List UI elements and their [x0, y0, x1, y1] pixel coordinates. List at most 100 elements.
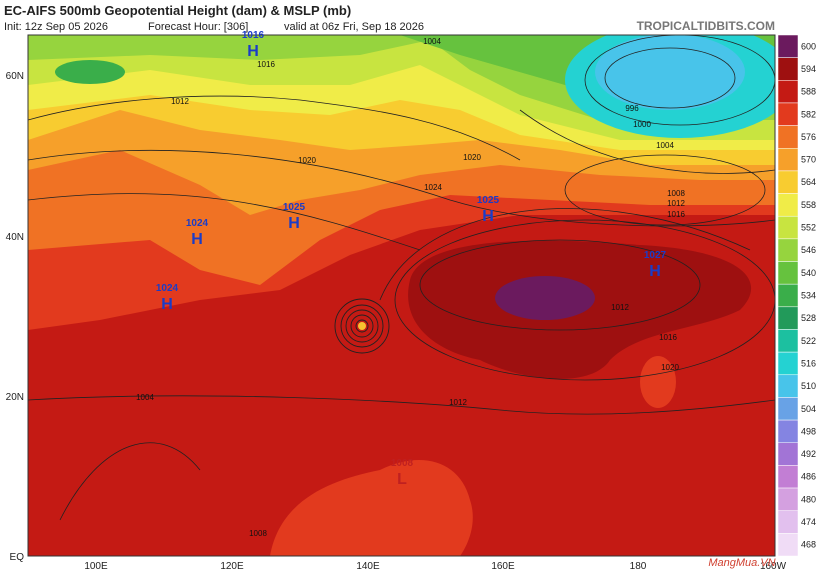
isobar-label: 1004: [423, 37, 441, 46]
colorbar-label: 540: [801, 268, 816, 278]
colorbar-cell: [777, 465, 799, 489]
lon-label: 180: [630, 561, 647, 572]
isobar: [28, 149, 775, 227]
orange-patch: [640, 356, 676, 408]
colorbar-label: 468: [801, 540, 816, 550]
typhoon-eye: [358, 322, 366, 330]
center-symbol: H: [649, 263, 661, 280]
center-value: 1025: [477, 195, 500, 206]
isobar-label: 1004: [136, 393, 154, 402]
colorbar-cell: [777, 351, 799, 376]
isobar: [419, 239, 701, 331]
isobar-label: 1016: [667, 210, 685, 219]
isobar: [584, 35, 775, 126]
colorbar-label: 564: [801, 177, 816, 187]
center-value: 1024: [186, 218, 209, 229]
colorbar-cell: [777, 397, 799, 421]
isobar: [59, 442, 201, 521]
center-value: 1025: [283, 202, 306, 213]
colorbar-label: 498: [801, 426, 816, 436]
colorbar-cell: [777, 442, 799, 466]
colorbar-label: 486: [801, 472, 816, 482]
isobar-label: 1012: [611, 303, 629, 312]
lat-label: 40N: [6, 232, 24, 243]
colorbar-label: 582: [801, 109, 816, 119]
lon-label: 160E: [491, 561, 515, 572]
isobar-label: 1012: [667, 199, 685, 208]
isobar-label: 1020: [463, 153, 481, 162]
colorbar-cell: [777, 148, 799, 172]
center-symbol: H: [482, 208, 494, 225]
map-frame: [27, 34, 776, 557]
colorbar-cell: [777, 238, 799, 262]
center-value: 1008: [391, 458, 414, 469]
isobar-label: 1008: [249, 529, 267, 538]
typhoon-isobar: [350, 314, 374, 338]
colorbar-cell: [777, 125, 799, 149]
center-symbol: L: [397, 471, 407, 488]
isobar-label: 1024: [424, 183, 442, 192]
green-patch: [55, 60, 125, 84]
colorbar-cell: [777, 419, 799, 443]
isobar: [519, 109, 775, 174]
colorbar-cell: [777, 533, 799, 557]
center-symbol: H: [161, 296, 173, 313]
colorbar-label: 588: [801, 87, 816, 97]
init: Init: 12z Sep 05 2026: [4, 21, 108, 33]
colorbar-cell: [777, 34, 799, 58]
center-value: 1024: [156, 283, 179, 294]
typhoon-isobar: [334, 298, 390, 354]
map-area: [28, 35, 775, 556]
isobar-label: 1012: [171, 97, 189, 106]
valid-time: valid at 06z Fri, Sep 18 2026: [284, 21, 424, 33]
isobar-label: 1004: [656, 141, 674, 150]
typhoon-isobar: [345, 309, 379, 343]
lat-label: 20N: [6, 392, 24, 403]
site-name: TROPICALTIDBITS.COM: [637, 19, 775, 33]
ridge-core: [495, 276, 595, 320]
isobar: [379, 208, 751, 301]
colorbar-cell: [777, 170, 799, 194]
colorbar-cell: [777, 193, 799, 217]
lat-label: EQ: [10, 552, 25, 563]
center-value: 1016: [242, 30, 265, 41]
orange-patch: [270, 460, 473, 556]
center-symbol: H: [247, 43, 259, 60]
colorbar-cell: [777, 102, 799, 126]
title: EC-AIFS 500mb Geopotential Height (dam) …: [4, 3, 351, 18]
center-symbol: H: [191, 231, 203, 248]
isobar-label: 1016: [659, 333, 677, 342]
center-symbol: H: [288, 215, 300, 232]
isobar-label: 996: [625, 104, 639, 113]
forecast-hour: Forecast Hour: [306]: [148, 21, 248, 33]
isobar-label: 1020: [298, 156, 316, 165]
colorbar-cell: [777, 510, 799, 534]
colorbar-cell: [777, 80, 799, 104]
isobar: [28, 193, 421, 251]
isobar: [28, 395, 775, 415]
center-value: 1027: [644, 250, 667, 261]
isobar-label: 1020: [661, 363, 679, 372]
isobar-label: 1000: [633, 120, 651, 129]
colorbar-label: 528: [801, 313, 816, 323]
lon-label: 160W: [760, 561, 787, 572]
colorbar-label: 534: [801, 291, 816, 301]
isobar-label: 1012: [449, 398, 467, 407]
lon-label: 120E: [220, 561, 244, 572]
isobar: [394, 219, 775, 381]
colorbar-label: 594: [801, 64, 816, 74]
watermark: MangMua.VN: [708, 557, 775, 569]
typhoon-isobar: [340, 304, 384, 348]
colorbar-cell: [777, 261, 799, 285]
colorbar-label: 570: [801, 155, 816, 165]
isobar-label: 1008: [667, 189, 685, 198]
colorbar-cell: [777, 374, 799, 398]
colorbar-label: 552: [801, 223, 816, 233]
colorbar-cell: [777, 215, 799, 240]
colorbar-label: 480: [801, 494, 816, 504]
colorbar-label: 576: [801, 132, 816, 142]
isobar-label: 1016: [257, 60, 275, 69]
colorbar-label: 492: [801, 449, 816, 459]
lat-label: 60N: [6, 71, 24, 82]
